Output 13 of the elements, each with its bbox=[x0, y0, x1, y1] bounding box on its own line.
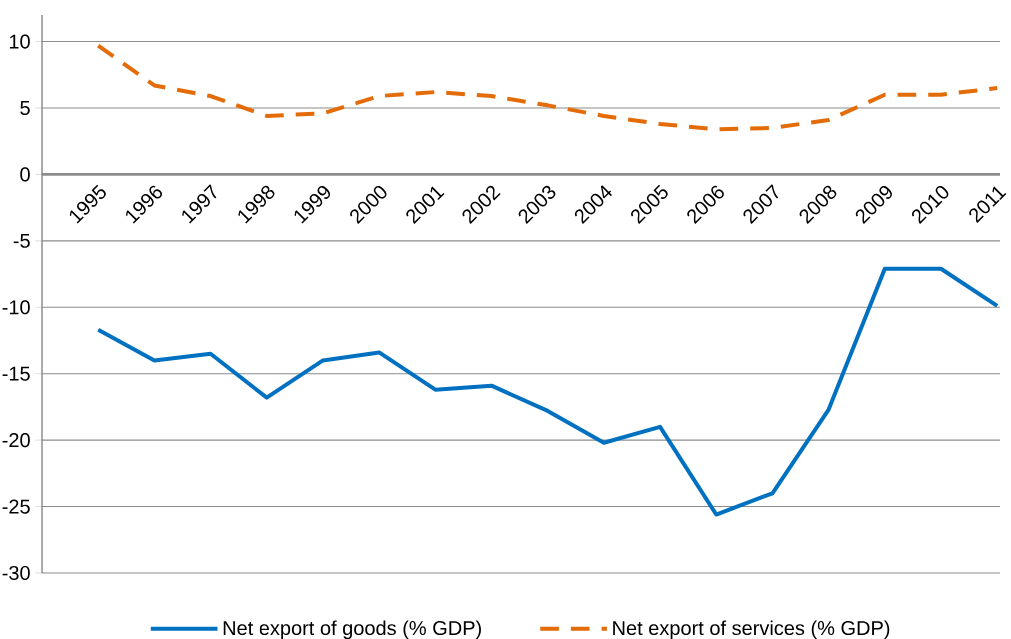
y-tick-label: 0 bbox=[20, 167, 30, 182]
line-series bbox=[96, 266, 1000, 517]
y-tick-label: -10 bbox=[2, 300, 30, 315]
y-tick-label: 5 bbox=[20, 101, 30, 115]
y-tick-label: 10 bbox=[9, 34, 30, 49]
y-tick-label: -25 bbox=[2, 499, 30, 514]
y-tick-label: -30 bbox=[2, 565, 30, 581]
y-tick-label: -15 bbox=[2, 366, 30, 381]
legend-label: Net export of services (% GDP) bbox=[613, 620, 890, 639]
y-tick-label: -20 bbox=[2, 433, 30, 448]
line-series bbox=[96, 43, 1000, 132]
legend-label: Net export of goods (% GDP) bbox=[223, 620, 481, 639]
y-tick-label: -5 bbox=[13, 233, 30, 248]
